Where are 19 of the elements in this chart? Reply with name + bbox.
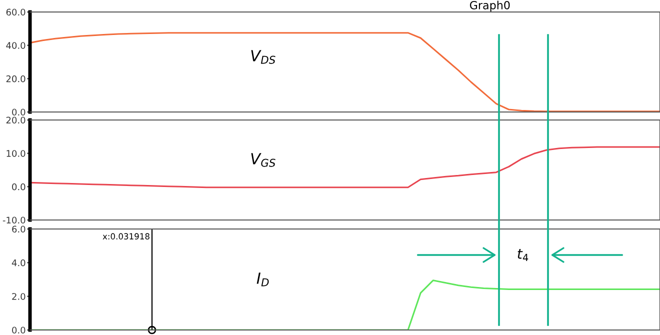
y-tick-label: 4.0 bbox=[12, 259, 26, 266]
line-series bbox=[30, 146, 660, 188]
y-tick-label: 0.0 bbox=[12, 183, 26, 190]
y-tick-label: 40.0 bbox=[6, 42, 26, 49]
y-tick-label: 6.0 bbox=[12, 226, 26, 233]
y-tick-label: 10.0 bbox=[6, 150, 26, 157]
annotation: I$_{D}$ bbox=[256, 272, 269, 286]
y-tick-label: 2.0 bbox=[12, 293, 26, 300]
chart-title: Graph0 bbox=[470, 0, 510, 12]
annotation: t$_{4}$ bbox=[518, 248, 528, 262]
annotation: V$_{GS}$ bbox=[251, 153, 276, 167]
y-tick-label: 60.0 bbox=[6, 8, 26, 16]
y-tick-label: 20.0 bbox=[6, 75, 26, 82]
y-tick-label: 0.0 bbox=[12, 326, 26, 334]
annotation: V$_{DS}$ bbox=[251, 50, 276, 64]
y-tick-label: 20.0 bbox=[6, 116, 26, 124]
y-tick-label: 0.0 bbox=[12, 108, 26, 116]
y-tick-label: -10.0 bbox=[2, 216, 26, 224]
annotation: x:0.031918 bbox=[102, 233, 150, 240]
